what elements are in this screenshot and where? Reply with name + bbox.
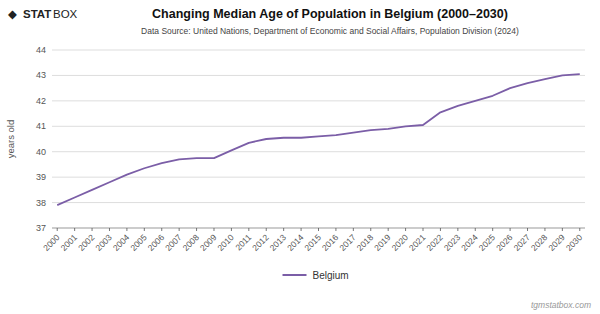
- x-tick: [283, 228, 284, 231]
- chart: Changing Median Age of Population in Bel…: [0, 0, 600, 314]
- x-tick-label: 2003: [93, 232, 114, 253]
- y-tick-label: 43: [36, 70, 46, 80]
- x-tick: [405, 228, 406, 231]
- x-tick: [196, 228, 197, 231]
- x-tick-label: 2020: [390, 232, 411, 253]
- y-tick-label: 40: [36, 147, 46, 157]
- legend-swatch: [283, 274, 307, 276]
- x-tick-label: 2011: [233, 232, 253, 252]
- x-tick: [318, 228, 319, 231]
- x-tick: [57, 228, 58, 231]
- y-axis-label: years old: [5, 120, 16, 159]
- x-tick-label: 2001: [59, 232, 80, 253]
- y-tick-label: 37: [36, 223, 46, 233]
- x-tick-label: 2018: [355, 232, 376, 253]
- watermark: tgmstatbox.com: [531, 300, 591, 310]
- x-tick-label: 2005: [128, 232, 149, 253]
- x-tick-label: 2008: [181, 232, 202, 253]
- x-tick-label: 2027: [511, 232, 532, 253]
- x-tick-label: 2010: [215, 232, 236, 253]
- x-tick: [144, 228, 145, 231]
- x-tick: [370, 228, 371, 231]
- x-tick: [562, 228, 563, 231]
- x-tick: [353, 228, 354, 231]
- x-tick: [92, 228, 93, 231]
- x-tick-label: 2023: [442, 232, 463, 253]
- x-tick: [109, 228, 110, 231]
- x-tick-label: 2000: [41, 232, 62, 253]
- x-tick: [74, 228, 75, 231]
- x-tick: [510, 228, 511, 231]
- x-tick-label: 2022: [424, 232, 445, 253]
- x-tick: [231, 228, 232, 231]
- subtitle: Data Source: United Nations, Department …: [141, 26, 519, 36]
- x-tick: [179, 228, 180, 231]
- line: [57, 74, 580, 205]
- x-tick-label: 2016: [320, 232, 341, 253]
- grid-line: [52, 75, 585, 76]
- x-tick-label: 2006: [146, 232, 167, 253]
- x-tick: [492, 228, 493, 231]
- plot-area: [57, 74, 580, 205]
- grid-line: [52, 50, 585, 51]
- x-tick: [335, 228, 336, 231]
- x-tick: [475, 228, 476, 231]
- y-tick-label: 44: [36, 45, 46, 55]
- logo: STAT: [23, 8, 51, 20]
- y-tick-label: 38: [36, 198, 46, 208]
- x-tick-label: 2017: [337, 232, 358, 253]
- y-tick-label: 39: [36, 172, 46, 182]
- x-tick: [527, 228, 528, 231]
- x-tick-label: 2026: [494, 232, 515, 253]
- x-tick-label: 2030: [564, 232, 585, 253]
- x-tick-label: 2007: [163, 232, 184, 253]
- legend: Belgium: [283, 270, 349, 281]
- x-tick: [213, 228, 214, 231]
- x-tick: [161, 228, 162, 231]
- x-tick-label: 2013: [268, 232, 289, 253]
- x-tick-label: 2012: [250, 232, 271, 253]
- grid-line: [52, 100, 585, 101]
- logo: BOX: [53, 8, 78, 20]
- grid-line: [52, 202, 585, 203]
- grid-line: [52, 177, 585, 178]
- x-tick-label: 2015: [302, 232, 323, 253]
- grid-line: [52, 126, 585, 127]
- x-tick-label: 2019: [372, 232, 393, 253]
- logo: ◆: [8, 8, 17, 20]
- x-tick-label: 2002: [76, 232, 97, 253]
- grid-line: [52, 151, 585, 152]
- x-tick: [457, 228, 458, 231]
- x-tick-label: 2021: [407, 232, 428, 253]
- x-tick: [423, 228, 424, 231]
- x-tick-label: 2009: [198, 232, 219, 253]
- x-tick: [579, 228, 580, 231]
- x-tick-label: 2014: [285, 232, 306, 253]
- y-tick-label: 41: [36, 121, 46, 131]
- x-tick-label: 2025: [477, 232, 498, 253]
- x-tick: [126, 228, 127, 231]
- x-tick-label: 2024: [459, 232, 480, 253]
- x-tick-label: 2004: [111, 232, 132, 253]
- title: Changing Median Age of Population in Bel…: [152, 7, 508, 21]
- x-tick: [301, 228, 302, 231]
- x-tick: [440, 228, 441, 231]
- x-tick: [388, 228, 389, 231]
- x-tick: [266, 228, 267, 231]
- x-tick: [248, 228, 249, 231]
- y-tick-label: 42: [36, 96, 46, 106]
- legend-label: Belgium: [313, 270, 349, 281]
- x-tick-label: 2029: [546, 232, 567, 253]
- x-tick: [544, 228, 545, 231]
- grid: [52, 50, 585, 228]
- x-tick-label: 2028: [529, 232, 550, 253]
